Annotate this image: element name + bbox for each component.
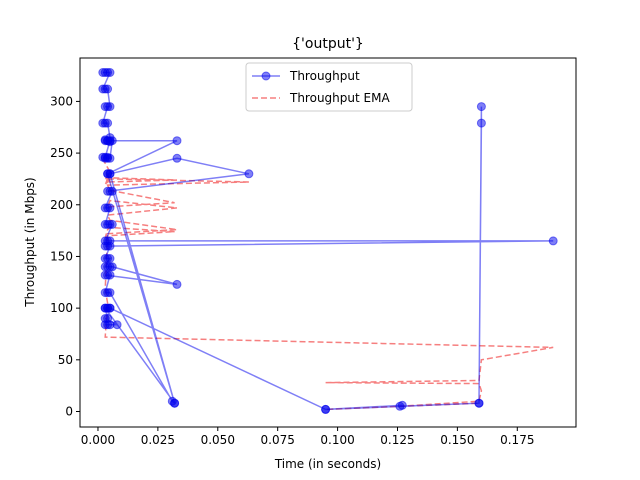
data-point-throughput [103,118,113,128]
x-tick-label: 0.050 [201,433,235,447]
x-axis: 0.000 0.025 0.050 0.075 0.100 0.125 0.150 0.175 [81,427,534,447]
data-point-throughput [105,68,115,77]
y-axis: 0 50 100 150 200 250 300 [50,94,80,418]
y-tick-label: 0 [65,404,73,418]
x-axis-label: Time (in seconds) [274,457,381,471]
data-point-throughput [105,270,115,280]
data-point-throughput [170,398,180,408]
y-tick-label: 250 [50,146,73,160]
data-point-throughput [321,404,331,414]
data-point-throughput [112,320,122,330]
data-point-throughput [476,102,486,112]
data-point-throughput [103,84,113,94]
data-point-throughput [105,153,115,163]
legend-box [245,62,413,112]
series-line-throughput-ema [102,157,554,411]
plot-area [79,57,577,428]
legend-throughput-marker [261,71,271,81]
data-point-throughput [105,254,115,263]
x-tick-label: 0.150 [440,433,474,447]
data-point-throughput [105,288,115,298]
y-tick-label: 150 [50,249,73,263]
data-point-throughput [105,203,115,213]
data-point-throughput [474,398,484,408]
data-point-throughput [105,169,115,179]
legend-throughput-label: Throughput [289,69,360,83]
x-tick-label: 0.025 [141,433,175,447]
data-point-throughput [395,401,405,411]
y-tick-label: 100 [50,301,73,315]
x-tick-label: 0.000 [81,433,115,447]
y-tick-label: 200 [50,198,73,212]
x-tick-label: 0.175 [500,433,534,447]
data-point-throughput [105,303,115,313]
legend-ema-label: Throughput EMA [289,91,390,105]
data-point-throughput [107,136,117,146]
data-point-throughput [103,314,113,323]
legend: Throughput Throughput EMA [245,62,413,112]
x-tick-label: 0.100 [320,433,354,447]
data-point-throughput [107,262,117,272]
data-point-throughput [172,136,182,146]
chart-title: {'output'} [292,36,364,52]
data-point-throughput [548,236,558,246]
plot-frame [79,57,577,428]
data-point-throughput [244,169,254,179]
ema-series-layer [102,157,554,411]
x-tick-label: 0.125 [380,433,414,447]
x-tick-label: 0.075 [261,433,295,447]
y-axis-label: Throughput (in Mbps) [23,177,37,307]
plot-background [80,58,576,427]
data-point-throughput [105,241,115,251]
data-point-throughput [172,279,182,289]
data-point-throughput [107,219,117,229]
y-tick-label: 50 [58,353,73,367]
data-point-throughput [476,118,486,128]
y-tick-label: 300 [50,94,73,108]
data-point-throughput [172,153,182,163]
data-point-throughput [107,186,117,196]
data-point-throughput [103,102,113,112]
throughput-series-layer [98,68,558,414]
